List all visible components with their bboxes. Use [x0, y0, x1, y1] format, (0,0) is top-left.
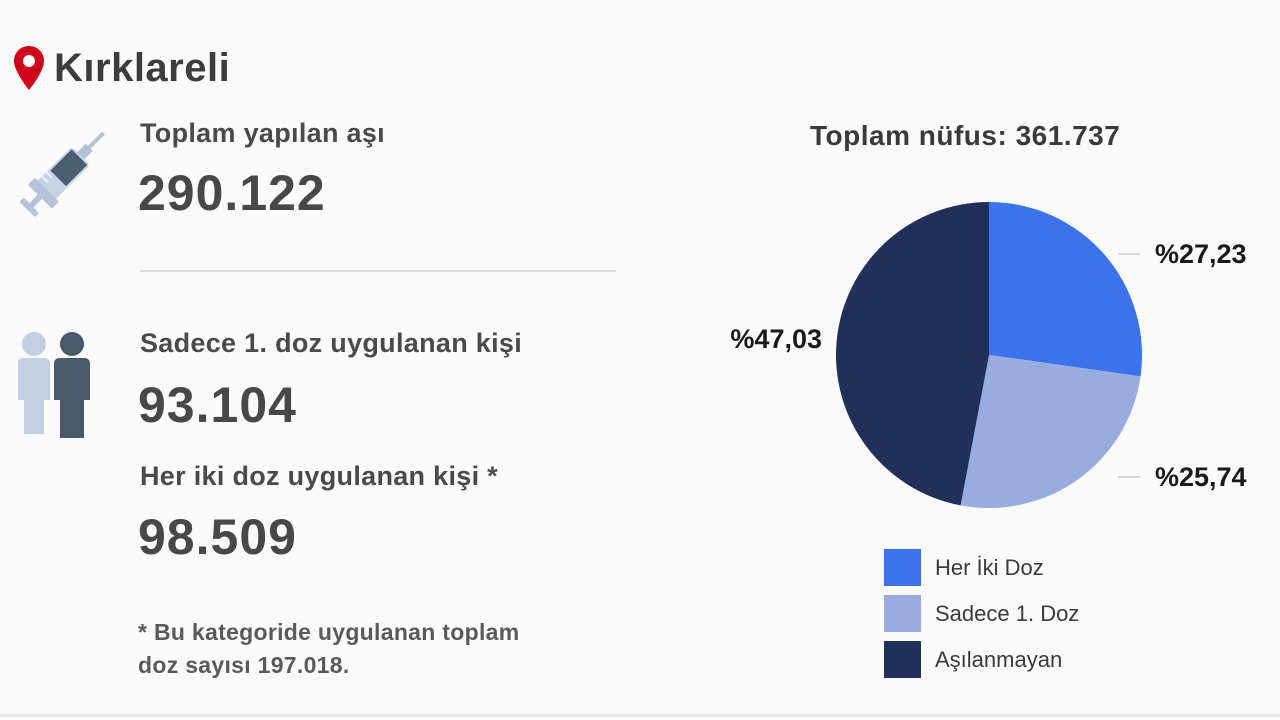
legend-label-none: Aşılanmayan: [935, 646, 1063, 672]
slice-both-doses: [989, 202, 1142, 377]
both-doses-label: Her iki doz uygulanan kişi *: [140, 461, 498, 491]
location-pin-icon: [14, 46, 44, 90]
legend-item-first: Sadece 1. Doz: [884, 591, 1079, 636]
pie-chart: %27,23 %25,74 %47,03: [730, 202, 1247, 508]
first-dose-label: Sadece 1. doz uygulanan kişi: [140, 328, 523, 358]
data-label: %47,03: [730, 324, 822, 354]
divider: [140, 270, 616, 272]
legend: Her İki Doz Sadece 1. Doz Aşılanmayan: [884, 545, 1079, 683]
legend-swatch-first: [884, 595, 921, 632]
data-label: %27,23: [1155, 239, 1247, 269]
legend-label-first: Sadece 1. Doz: [935, 600, 1080, 626]
legend-swatch-both: [884, 549, 921, 586]
footnote-line-2: doz sayısı 197.018.: [138, 652, 350, 678]
footnote: * Bu kategoride uygulanan toplam doz say…: [138, 616, 638, 682]
chart-title: Toplam nüfus: 361.737: [810, 120, 1121, 151]
slice-first-dose: [960, 355, 1141, 508]
city-title: Kırklareli: [54, 45, 231, 90]
footnote-line-1: * Bu kategoride uygulanan toplam: [138, 619, 520, 645]
total-vaccine-value: 290.122: [138, 165, 326, 221]
legend-swatch-none: [884, 641, 921, 678]
people-icon: [18, 332, 90, 438]
header: Kırklareli: [12, 44, 230, 92]
slice-unvaccinated: [836, 202, 989, 506]
legend-item-both: Her İki Doz: [884, 545, 1079, 590]
legend-item-none: Aşılanmayan: [884, 637, 1079, 682]
both-doses-value: 98.509: [138, 509, 297, 565]
total-vaccine-label: Toplam yapılan aşı: [140, 118, 385, 148]
legend-label-both: Her İki Doz: [935, 554, 1044, 580]
data-label: %25,74: [1155, 462, 1247, 492]
first-dose-value: 93.104: [138, 377, 297, 433]
syringe-icon: [20, 131, 105, 217]
